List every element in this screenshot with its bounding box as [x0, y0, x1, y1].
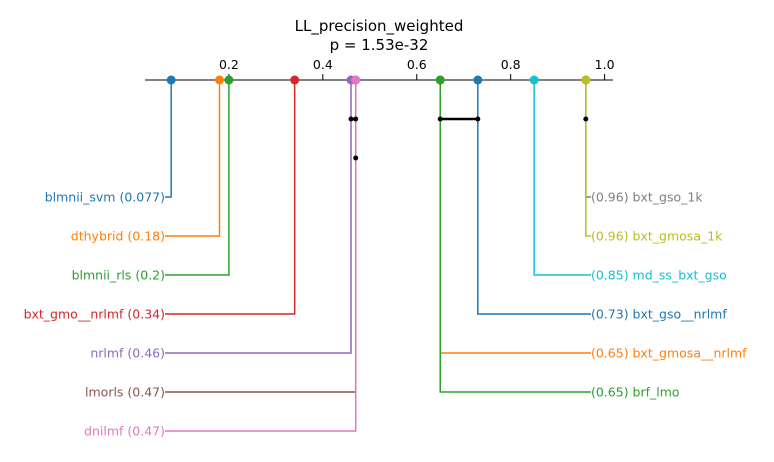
tick-label: 0.6: [407, 57, 427, 72]
tick-label: 0.8: [501, 57, 521, 72]
chart-title: LL_precision_weighted: [295, 17, 464, 36]
method-label: (0.85) md_ss_bxt_gso: [591, 268, 727, 283]
method-label: nrlmf (0.46): [90, 346, 165, 361]
method-markers: [166, 75, 591, 85]
method-marker: [166, 75, 176, 85]
method-label: (0.65) brf_lmo: [591, 385, 680, 400]
method-marker: [529, 75, 539, 85]
clique-bars: [348, 116, 589, 161]
method-label: (0.65) bxt_gmosa__nrlmf: [591, 346, 747, 361]
method-label: blmnii_svm (0.077): [45, 190, 165, 205]
method-connector: [585, 80, 591, 237]
method-connector: [533, 80, 591, 276]
method-label: bxt_gmo__nrlmf (0.34): [24, 307, 165, 322]
clique-end: [583, 116, 589, 122]
method-connector: [439, 80, 591, 393]
clique-end: [353, 155, 359, 161]
method-marker: [435, 75, 445, 85]
chart-subtitle: p = 1.53e-32: [330, 36, 429, 54]
method-connector: [165, 80, 296, 315]
method-connectors: [165, 80, 591, 432]
method-marker: [215, 75, 225, 85]
method-marker: [473, 75, 483, 85]
method-label: blmnii_rls (0.2): [72, 268, 165, 283]
method-connector: [477, 80, 591, 315]
clique-end: [348, 116, 354, 122]
method-connector: [165, 80, 172, 198]
clique-end: [353, 116, 359, 122]
method-connector: [165, 80, 230, 276]
method-marker: [290, 75, 300, 85]
clique-end: [437, 116, 443, 122]
method-label: (0.96) bxt_gso_1k: [591, 190, 703, 205]
method-marker: [224, 75, 234, 85]
method-label: (0.73) bxt_gso__nrlmf: [591, 307, 727, 322]
method-connector: [585, 80, 591, 198]
method-label: lmorls (0.47): [85, 385, 165, 400]
method-connector: [165, 80, 221, 237]
method-label: (0.96) bxt_gmosa_1k: [591, 229, 723, 244]
tick-label: 0.2: [219, 57, 239, 72]
method-connector: [165, 80, 352, 354]
tick-label: 1.0: [595, 57, 615, 72]
method-label: dthybrid (0.18): [71, 229, 165, 244]
method-labels: blmnii_svm (0.077) dthybrid (0.18) blmnii_…: [24, 190, 748, 439]
tick-label: 0.4: [313, 57, 333, 72]
method-connector: [165, 80, 357, 432]
clique-end: [475, 116, 481, 122]
method-marker: [351, 75, 361, 85]
axis-ticks: 0.2 0.4 0.6 0.8 1.0: [219, 57, 615, 80]
method-label: dnilmf (0.47): [84, 424, 165, 439]
method-marker: [581, 75, 591, 85]
method-connector: [439, 80, 591, 354]
